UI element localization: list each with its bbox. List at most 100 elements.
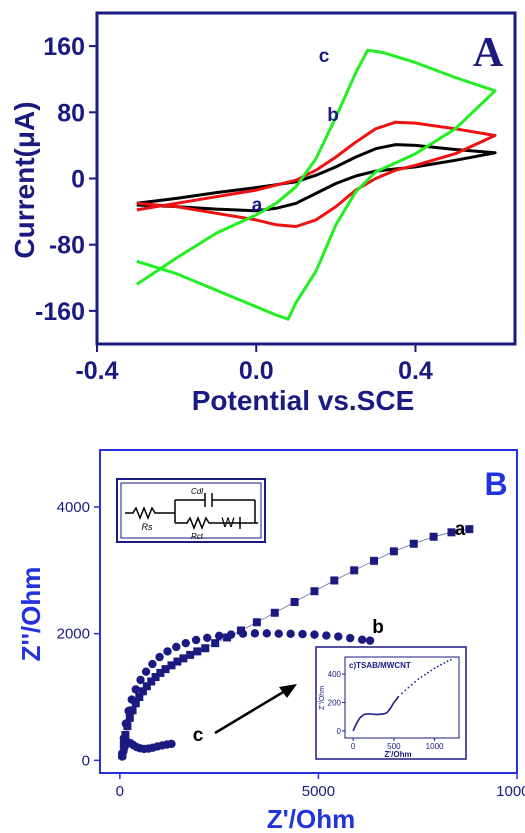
inset-point [443, 662, 446, 664]
inset-point [446, 660, 449, 663]
series-a-point [252, 618, 261, 627]
series-b-point [155, 652, 164, 662]
inset-line-segment [354, 717, 361, 726]
inset-line-segment [389, 702, 395, 709]
inset-x-tick-label: 1000 [426, 742, 444, 751]
inset-point [440, 663, 442, 666]
cv-curve-c [135, 48, 497, 321]
series-b-point [131, 685, 140, 694]
cv-curve-b [136, 120, 497, 228]
series-a-point [270, 608, 279, 617]
series-b-point [274, 629, 283, 638]
cv-curve-a [136, 143, 497, 213]
circuit-cdl: Cdl [191, 487, 203, 496]
panel-a-chart: -0.4 0.0 0.4 160 80 0 -80 -160 A c b a Potenti… [9, 11, 517, 416]
inset-point [407, 686, 410, 689]
panel-a-x-axis-label: Potential vs.SCE [192, 385, 415, 416]
series-b-point [238, 629, 248, 638]
curve-label-c: c [319, 46, 330, 67]
y-tick-label: 0 [71, 166, 85, 194]
inset-point [449, 658, 452, 661]
equivalent-circuit: Rs Cdl Rct W [116, 478, 266, 543]
series-a-point [211, 639, 220, 648]
y-tick-label: -80 [49, 232, 85, 260]
inset-line-segment [363, 713, 368, 716]
inset-title: c)TSAB/MWCNT [349, 661, 411, 670]
y-tick-label: 2000 [57, 626, 90, 643]
series-a-point [142, 682, 151, 691]
series-b-point [298, 629, 307, 639]
panel-b-y-ticks: 0 2000 4000 [57, 499, 100, 769]
series-b-point [172, 642, 181, 652]
series-a-point [138, 687, 147, 696]
inset-x-tick-label: 500 [387, 742, 401, 751]
inset-line-segment [395, 695, 400, 701]
series-a-point [409, 539, 418, 548]
curve-label-b-c: c [193, 725, 204, 746]
series-b-point [203, 633, 212, 642]
series-b-point [334, 632, 343, 641]
series-a-point [131, 699, 140, 708]
series-b-point [357, 635, 367, 644]
inset-line-segment [359, 713, 365, 719]
inset-y-tick-label: 200 [328, 698, 342, 707]
series-a-point [186, 650, 195, 659]
inset-point [423, 673, 426, 676]
series-a-point [350, 566, 359, 575]
series-b-point [124, 706, 133, 716]
inset-y-tick-label: 400 [328, 670, 342, 679]
series-a-point [310, 587, 319, 596]
series-b-point [365, 636, 375, 645]
inset-line-segment [352, 724, 357, 732]
curve-label-b-a: a [455, 519, 466, 540]
y-tick-label: 80 [57, 99, 85, 127]
series-a-point [429, 532, 438, 541]
arrow [214, 684, 297, 735]
series-b-point [127, 695, 136, 704]
panel-b-series [118, 525, 474, 761]
panel-b-x-axis-label: Z'/Ohm [267, 804, 356, 833]
series-a-point [389, 547, 398, 556]
panel-a-x-ticks: -0.4 0.0 0.4 [75, 344, 433, 385]
series-a-point [173, 657, 182, 666]
y-tick-label: 0 [82, 752, 90, 769]
panel-a-label: A [473, 30, 504, 76]
inset-point [427, 671, 429, 674]
inset-point [404, 689, 407, 692]
series-a-point [161, 665, 170, 674]
series-a-point [151, 673, 160, 682]
inset-x-axis-label: Z'/Ohm [384, 750, 411, 759]
inset-point [433, 667, 436, 670]
series-b-point [262, 629, 271, 638]
panel-a-y-ticks: 160 80 0 -80 -160 [35, 33, 97, 326]
inset-y-tick-label: 0 [337, 727, 342, 736]
series-b-point [181, 638, 190, 648]
series-a-point [201, 644, 210, 653]
series-b-point [141, 667, 151, 676]
curve-label-b-b: b [372, 617, 384, 638]
series-b-point [286, 629, 295, 638]
series-b-point [250, 629, 260, 638]
panel-b-label: B [484, 466, 507, 502]
inset-point [401, 692, 403, 695]
inset-point [417, 678, 420, 680]
series-b-point [163, 647, 172, 656]
series-a-point [330, 576, 339, 585]
inset-x-tick-label: 0 [351, 742, 356, 751]
x-tick-label: 0.0 [239, 357, 274, 385]
series-a-point [179, 654, 188, 663]
curve-label-b: b [327, 105, 339, 126]
inset-y-axis-label: Z''/Ohm [319, 686, 326, 710]
series-b-point [310, 630, 319, 639]
inset-point [430, 669, 433, 672]
panel-b-y-axis-label: Z''/Ohm [16, 567, 46, 662]
series-a-point [465, 525, 474, 534]
nyquist-inset: c)TSAB/MWCNT 0 500 1000 0 200 400 Z'/Ohm Z''/… [315, 646, 467, 760]
series-a-point [147, 677, 156, 686]
series-a-point [223, 633, 232, 642]
series-a-point [290, 598, 299, 606]
series-a-point [447, 528, 456, 537]
